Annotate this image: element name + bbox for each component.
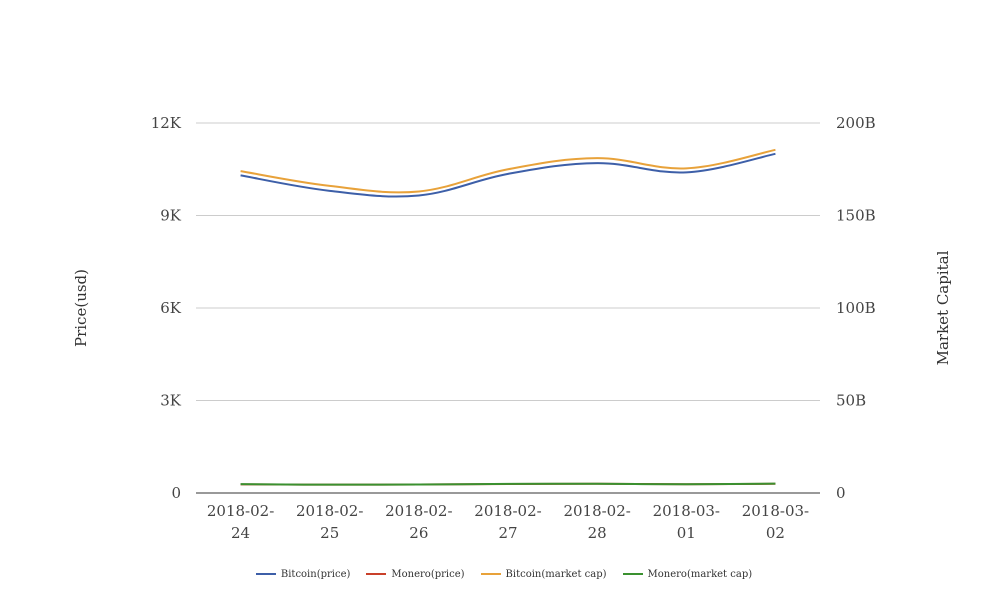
y-right-tick-label: 100B bbox=[836, 299, 876, 317]
y-left-tick-label: 9K bbox=[160, 207, 182, 225]
series-line-bitcoin-market-cap bbox=[240, 148, 776, 194]
y-left-tick-label: 6K bbox=[160, 299, 182, 317]
y-right-tick-label: 50B bbox=[836, 392, 866, 410]
series-line-monero-market-cap bbox=[240, 482, 776, 486]
y-right-tick-label: 200B bbox=[836, 114, 876, 132]
legend-swatch bbox=[622, 573, 643, 575]
x-tick-label: 2018-02-27 bbox=[474, 502, 541, 542]
y-right-tick-label: 150B bbox=[836, 207, 876, 225]
legend-item[interactable]: Monero(price) bbox=[366, 566, 465, 582]
y-axis-left-title: Price(usd) bbox=[72, 269, 90, 347]
legend-swatch bbox=[255, 573, 276, 575]
series-line-bitcoin-price bbox=[240, 152, 776, 198]
gridlines bbox=[196, 122, 820, 494]
legend-label: Monero(price) bbox=[391, 568, 465, 580]
series-lines bbox=[240, 148, 776, 486]
x-tick-label: 2018-02-26 bbox=[385, 502, 452, 542]
legend-swatch bbox=[480, 573, 501, 575]
y-left-tick-label: 3K bbox=[160, 392, 182, 410]
y-right-tick-label: 0 bbox=[836, 484, 846, 502]
x-tick-label: 2018-02-28 bbox=[563, 502, 630, 542]
x-axis-ticks: 2018-02-24 2018-02-25 2018-02-26 2018-02-27… bbox=[207, 502, 809, 542]
y-left-tick-label: 0 bbox=[171, 484, 181, 502]
legend: Bitcoin(price) Monero(price) Bitcoin(marke… bbox=[0, 566, 1008, 582]
legend-item[interactable]: Monero(market cap) bbox=[622, 566, 753, 582]
legend-item[interactable]: Bitcoin(market cap) bbox=[480, 566, 607, 582]
y-left-tick-label: 12K bbox=[151, 114, 182, 132]
legend-swatch bbox=[366, 573, 387, 575]
legend-label: Monero(market cap) bbox=[647, 568, 753, 580]
x-tick-label: 2018-03-02 bbox=[742, 502, 809, 542]
legend-label: Bitcoin(market cap) bbox=[505, 568, 607, 580]
legend-item[interactable]: Bitcoin(price) bbox=[255, 566, 351, 582]
left-axis-ticks: 0 3K 6K 9K 12K bbox=[151, 114, 182, 502]
x-tick-label: 2018-02-24 bbox=[207, 502, 274, 542]
legend-label: Bitcoin(price) bbox=[280, 568, 351, 580]
x-tick-label: 2018-02-25 bbox=[296, 502, 363, 542]
right-axis-ticks: 0 50B 100B 150B 200B bbox=[836, 114, 876, 502]
x-tick-label: 2018-03-01 bbox=[653, 502, 720, 542]
y-axis-right-title: Market Capital bbox=[934, 250, 952, 365]
